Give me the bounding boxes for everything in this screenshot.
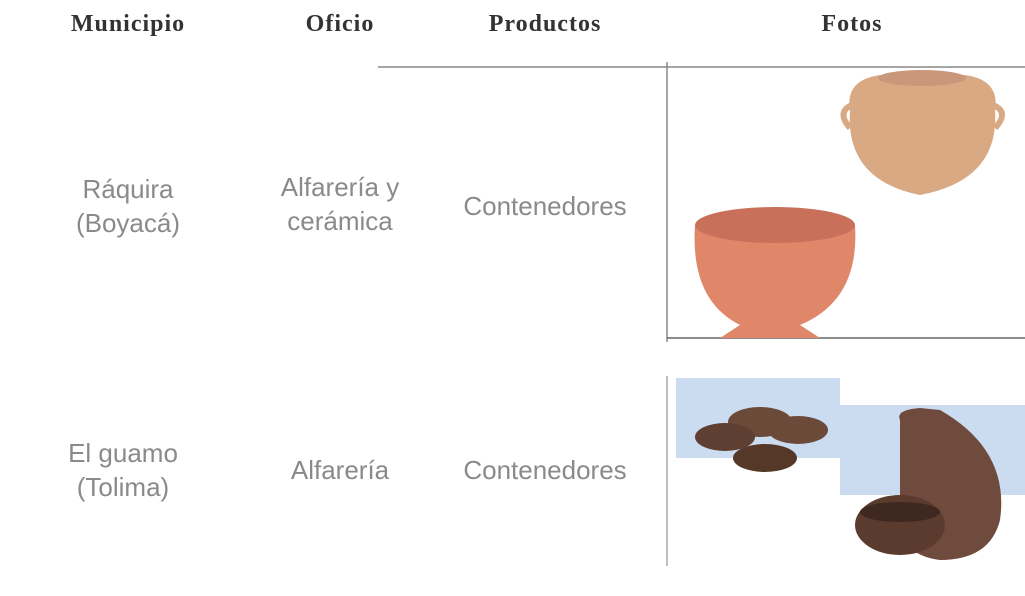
header-cell: Municipio <box>71 11 185 37</box>
cell-text: (Boyacá) <box>76 208 180 238</box>
pot-handle <box>840 102 854 130</box>
cell-text: El guamo <box>68 438 178 468</box>
header-cell: Fotos <box>822 11 883 37</box>
cell-text: cerámica <box>287 206 393 236</box>
pot-bowl <box>694 225 856 338</box>
cell-text: Contenedores <box>463 455 626 485</box>
cell-text: Alfarería y <box>281 172 400 202</box>
dish <box>695 423 755 451</box>
row-2: El guamo (Tolima) Alfarería Contenedores <box>68 438 627 502</box>
header-cell: Oficio <box>306 11 375 37</box>
pot-jar <box>849 75 996 195</box>
pot-handle <box>991 102 1005 131</box>
header-row: Municipio Oficio Productos Fotos <box>71 11 883 37</box>
header-cell: Productos <box>489 11 602 37</box>
cell-text: (Tolima) <box>77 472 169 502</box>
dish <box>768 416 828 444</box>
bowl-inner <box>860 502 940 522</box>
photo-raquira <box>694 70 1005 338</box>
cell-text: Ráquira <box>82 174 174 204</box>
photo-guamo <box>676 378 1025 560</box>
row-1: Ráquira (Boyacá) Alfarería y cerámica Co… <box>76 172 627 238</box>
pot-rim <box>695 207 855 243</box>
dish <box>733 444 797 472</box>
cell-text: Contenedores <box>463 191 626 221</box>
cell-text: Alfarería <box>291 455 390 485</box>
pot-rim <box>878 70 966 86</box>
